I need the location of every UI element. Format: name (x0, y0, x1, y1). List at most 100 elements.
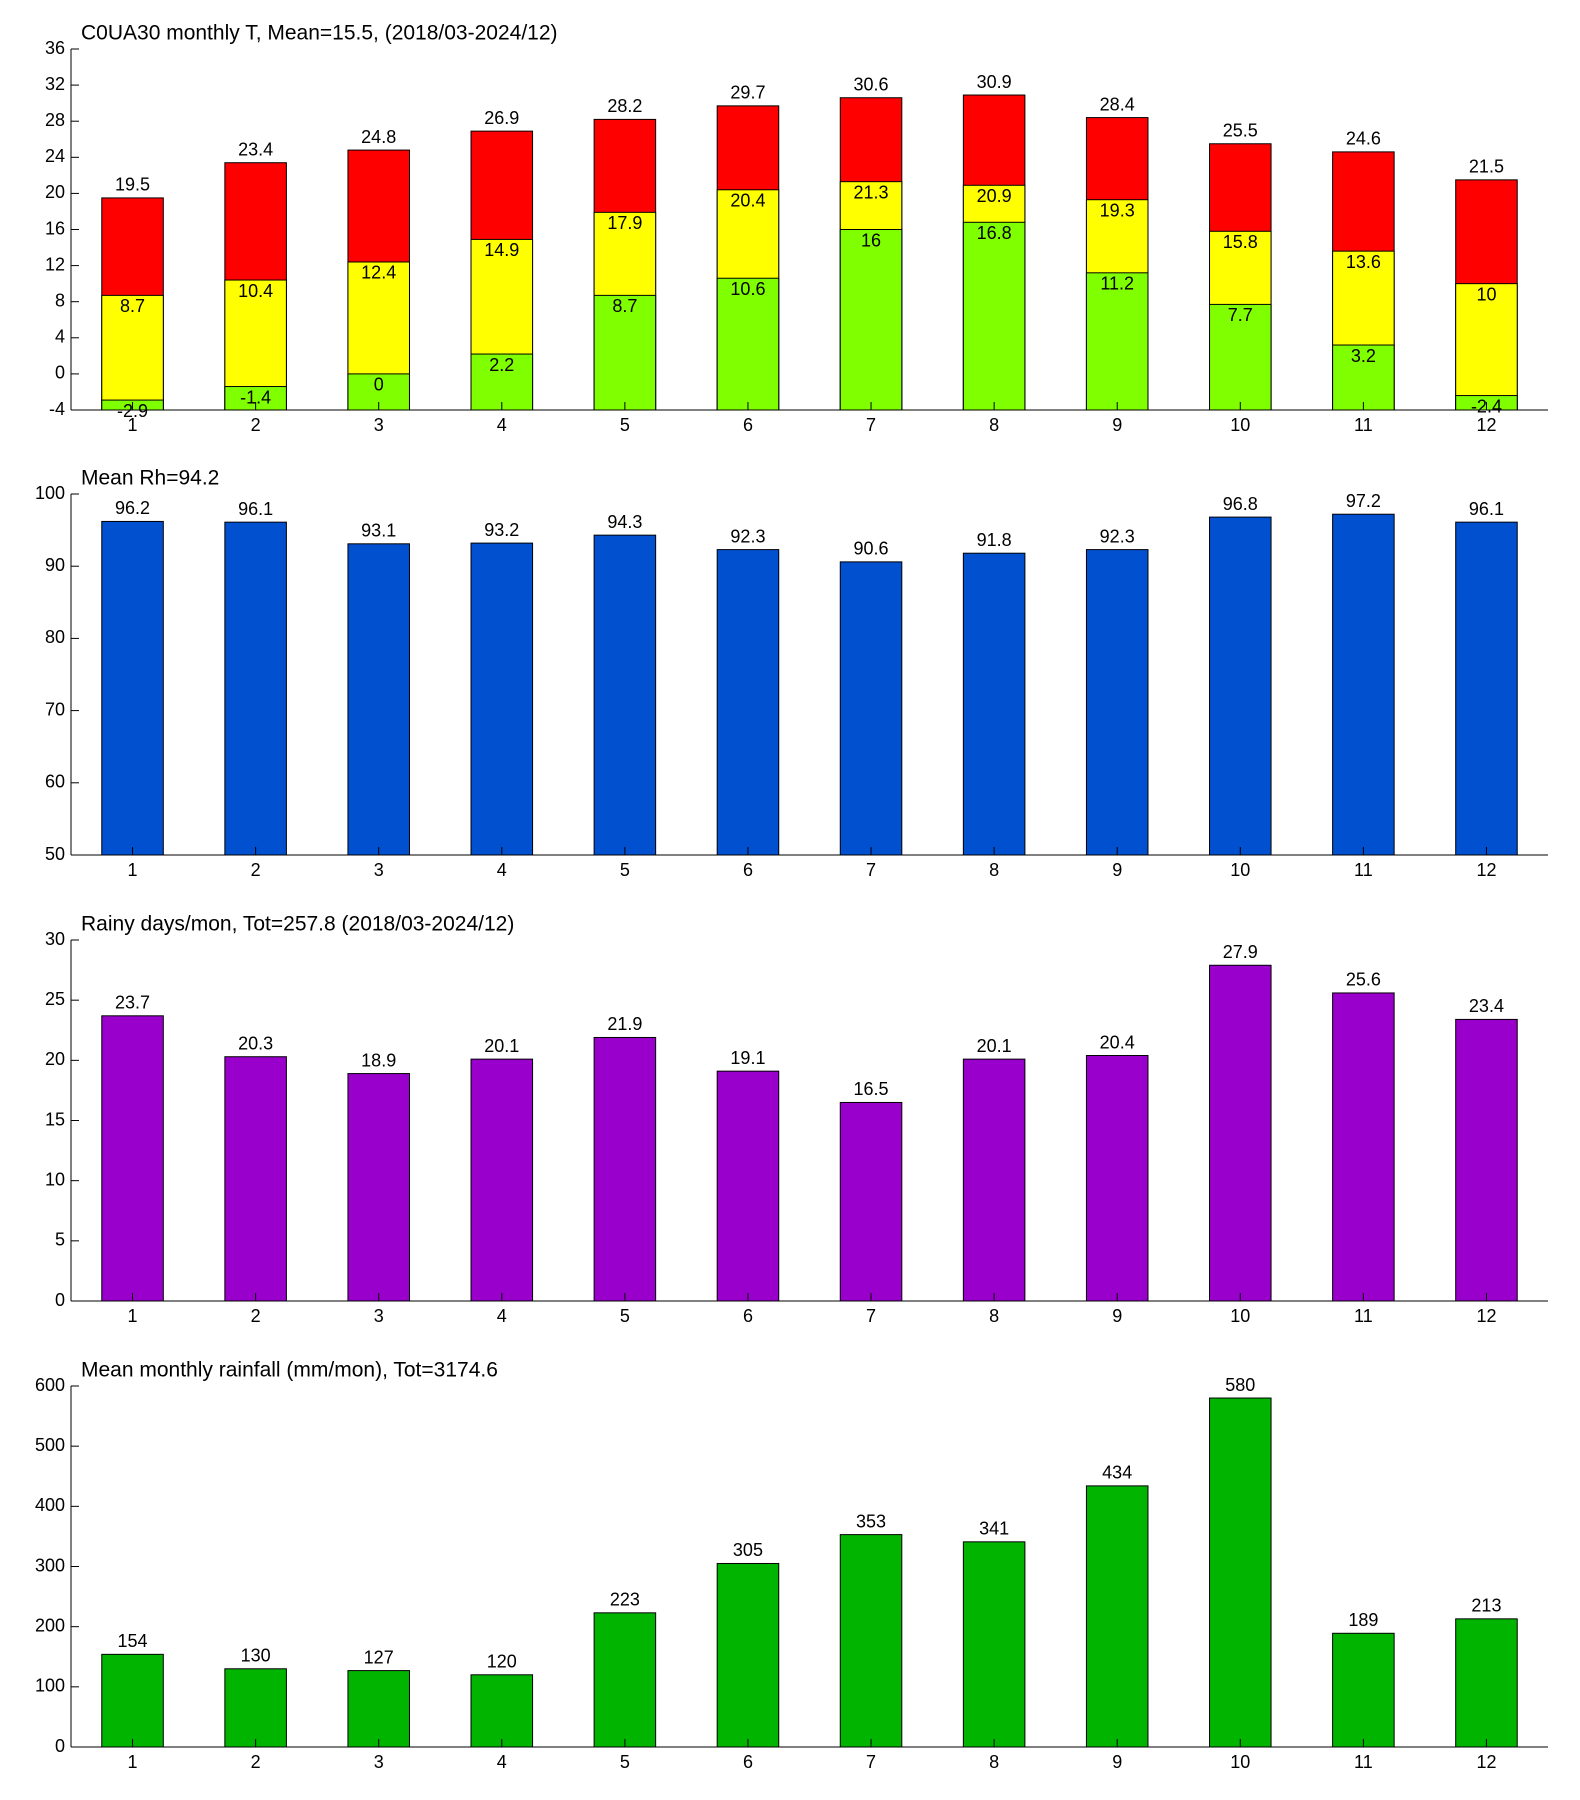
value-label: 19.1 (730, 1048, 765, 1068)
bar (1209, 1397, 1272, 1748)
bar (470, 353, 534, 411)
x-tick-label: 9 (1112, 860, 1122, 880)
bar (1209, 964, 1272, 1302)
value-label: 12.4 (361, 263, 396, 283)
value-label: 94.3 (607, 512, 642, 532)
value-label: 27.9 (1223, 942, 1258, 962)
x-tick-label: 11 (1354, 415, 1373, 435)
bar (1085, 1055, 1149, 1302)
bar (962, 1058, 1026, 1302)
x-tick-label: 3 (374, 415, 384, 435)
value-label: 23.4 (1469, 996, 1504, 1016)
x-tick-label: 10 (1230, 415, 1250, 435)
bar (716, 549, 780, 856)
y-tick-label: 60 (45, 772, 65, 792)
x-tick-label: 7 (866, 415, 876, 435)
x-tick-label: 3 (374, 860, 384, 880)
bar (1085, 549, 1149, 856)
y-tick-label: 12 (45, 254, 65, 274)
value-label: 7.7 (1228, 305, 1253, 325)
value-label: 29.7 (730, 83, 765, 103)
value-label: 28.4 (1100, 94, 1135, 114)
x-tick-label: 9 (1112, 1306, 1122, 1326)
bar (1209, 303, 1272, 411)
bar (101, 1015, 164, 1302)
bar (1455, 1618, 1518, 1748)
x-tick-label: 1 (128, 1752, 138, 1772)
bar (224, 521, 287, 856)
x-tick-label: 8 (989, 860, 999, 880)
bar (1332, 992, 1395, 1302)
value-label: 21.9 (607, 1014, 642, 1034)
value-label: 96.1 (238, 499, 273, 519)
x-tick-label: 2 (251, 860, 261, 880)
y-tick-label: 25 (45, 989, 65, 1009)
value-label: 26.9 (484, 108, 519, 128)
value-label: 21.3 (854, 182, 889, 202)
x-tick-label: 1 (128, 415, 138, 435)
y-tick-label: -4 (49, 399, 65, 419)
value-label: -2.9 (117, 401, 148, 421)
x-tick-label: 11 (1354, 1752, 1373, 1772)
x-tick-label: 4 (497, 1752, 507, 1772)
value-label: 24.8 (361, 127, 396, 147)
bar (716, 277, 780, 411)
x-tick-label: 2 (251, 415, 261, 435)
bar (1085, 1485, 1149, 1748)
y-tick-label: 70 (45, 699, 65, 719)
value-label: 189 (1348, 1610, 1378, 1630)
y-tick-label: 600 (35, 1375, 65, 1395)
value-label: 120 (487, 1652, 517, 1672)
x-tick-label: 7 (866, 860, 876, 880)
y-tick-label: 8 (55, 290, 65, 310)
bar (1332, 1632, 1395, 1748)
x-tick-label: 8 (989, 415, 999, 435)
bar (101, 520, 164, 856)
y-tick-label: 20 (45, 182, 65, 202)
y-tick-label: 200 (35, 1615, 65, 1635)
x-tick-label: 4 (497, 415, 507, 435)
x-tick-label: 12 (1476, 1306, 1496, 1326)
x-tick-label: 9 (1112, 1752, 1122, 1772)
value-label: 0 (374, 375, 384, 395)
value-label: 18.9 (361, 1050, 396, 1070)
x-tick-label: 8 (989, 1306, 999, 1326)
x-tick-label: 4 (497, 1306, 507, 1326)
bar (101, 294, 164, 411)
y-tick-label: 0 (55, 363, 65, 383)
value-label: 93.2 (484, 520, 519, 540)
chart-title: Mean monthly rainfall (mm/mon), Tot=3174… (81, 1359, 498, 1382)
value-label: 30.6 (854, 74, 889, 94)
bar (593, 534, 657, 856)
x-tick-label: 11 (1354, 1306, 1373, 1326)
y-tick-label: 30 (45, 929, 65, 949)
x-tick-label: 3 (374, 1752, 384, 1772)
value-label: 15.8 (1223, 232, 1258, 252)
bar (593, 1612, 657, 1748)
x-tick-label: 3 (374, 1306, 384, 1326)
x-tick-label: 10 (1230, 860, 1250, 880)
value-label: 23.4 (238, 139, 273, 159)
y-tick-label: 4 (55, 327, 65, 347)
value-label: 10 (1476, 284, 1496, 304)
value-label: 92.3 (1100, 526, 1135, 546)
value-label: 25.5 (1223, 121, 1258, 141)
y-tick-label: 90 (45, 555, 65, 575)
y-tick-label: 28 (45, 110, 65, 130)
x-tick-label: 10 (1230, 1752, 1250, 1772)
y-tick-label: 0 (55, 1736, 65, 1756)
y-tick-label: 80 (45, 627, 65, 647)
value-label: 580 (1225, 1375, 1255, 1395)
value-label: 96.2 (115, 498, 150, 518)
bar (716, 1562, 780, 1748)
x-tick-label: 9 (1112, 415, 1122, 435)
x-tick-label: 6 (743, 415, 753, 435)
x-tick-label: 7 (866, 1306, 876, 1326)
chart-title: C0UA30 monthly T, Mean=15.5, (2018/03-20… (81, 22, 558, 45)
y-tick-label: 20 (45, 1049, 65, 1069)
value-label: 24.6 (1346, 129, 1381, 149)
chart-title: Rainy days/mon, Tot=257.8 (2018/03-2024/… (81, 913, 514, 936)
value-label: 16 (861, 230, 881, 250)
y-tick-label: 300 (35, 1555, 65, 1575)
bar (347, 543, 410, 856)
